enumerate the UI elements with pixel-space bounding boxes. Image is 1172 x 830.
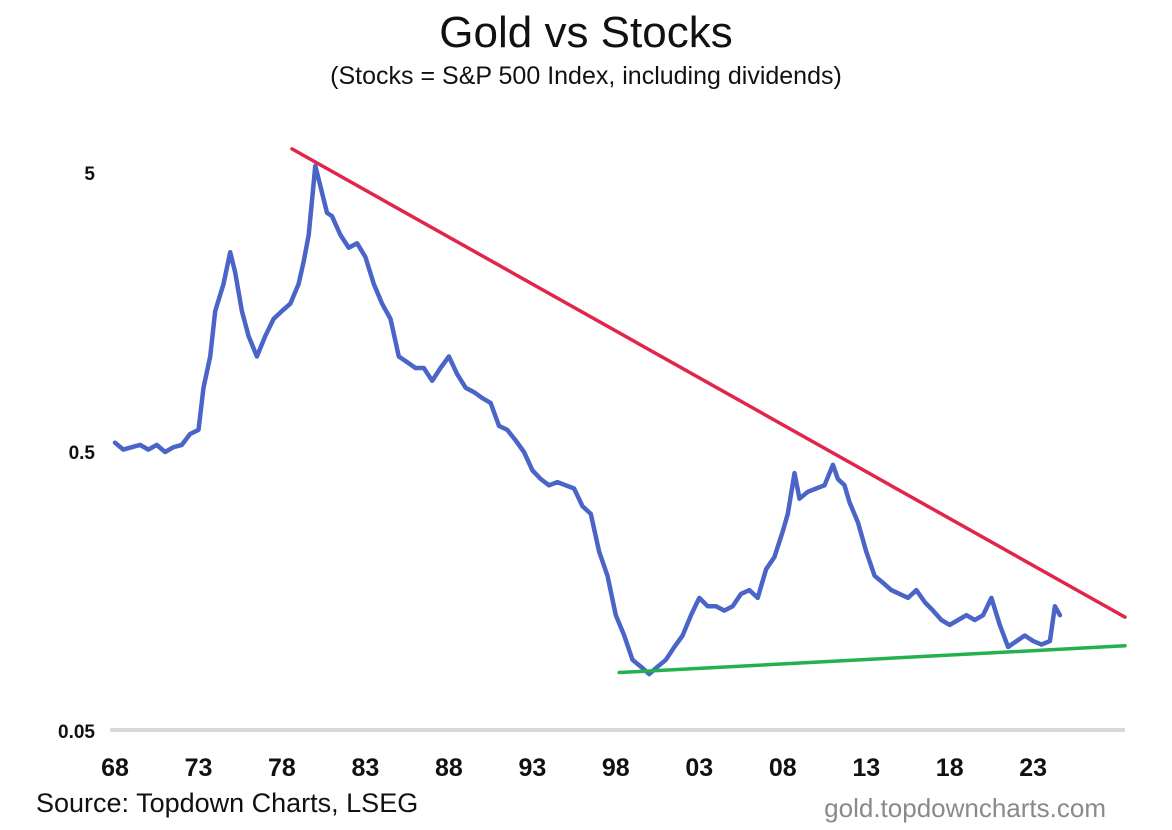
y-tick-label: 0.05 [58,722,95,743]
trendline-layer [290,147,1127,675]
source-note: Source: Topdown Charts, LSEG [36,788,419,818]
x-tick-label: 08 [769,754,797,782]
x-tick-label: 23 [1019,754,1047,782]
x-tick-label: 13 [852,754,880,782]
x-axis: 68 73 78 83 88 93 98 03 08 13 18 23 [101,754,1047,782]
x-tick-label: 93 [518,754,546,782]
x-tick-label: 78 [268,754,296,782]
x-tick-label: 88 [435,754,463,782]
support-trendline [617,644,1127,675]
resistance-trendline [290,147,1127,619]
y-tick-label: 5 [84,164,95,185]
series-line-gold-vs-stocks [112,163,1063,677]
x-tick-label: 83 [352,754,380,782]
x-tick-label: 73 [185,754,213,782]
x-tick-label: 03 [685,754,713,782]
chart-subtitle: (Stocks = S&P 500 Index, including divid… [330,62,842,90]
y-tick-label: 0.5 [69,443,96,464]
x-tick-label: 18 [936,754,964,782]
series-layer [112,163,1063,677]
x-tick-label: 68 [101,754,129,782]
chart-title: Gold vs Stocks [439,8,733,57]
y-axis: 5 0.5 0.05 [58,164,95,743]
x-tick-label: 98 [602,754,630,782]
watermark: gold.topdowncharts.com [824,793,1106,823]
